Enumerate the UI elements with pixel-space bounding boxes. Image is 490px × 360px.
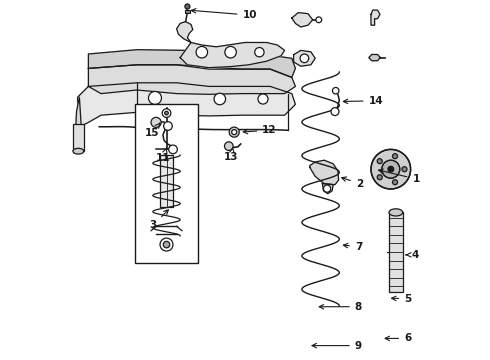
Text: 4: 4 — [406, 250, 419, 260]
Text: 2: 2 — [342, 177, 363, 189]
Circle shape — [165, 111, 169, 115]
Polygon shape — [88, 65, 295, 94]
Bar — [389, 212, 403, 292]
Bar — [160, 155, 173, 207]
Polygon shape — [294, 50, 315, 66]
Text: 8: 8 — [319, 302, 362, 312]
Circle shape — [232, 130, 237, 135]
Circle shape — [255, 48, 264, 57]
Circle shape — [331, 108, 339, 116]
Circle shape — [402, 167, 407, 172]
Circle shape — [151, 117, 161, 127]
Circle shape — [164, 122, 172, 130]
Circle shape — [300, 54, 309, 63]
Circle shape — [169, 145, 177, 154]
Text: 7: 7 — [343, 242, 362, 252]
Circle shape — [160, 238, 173, 251]
Polygon shape — [88, 50, 295, 77]
Circle shape — [163, 241, 170, 248]
Text: 12: 12 — [243, 125, 277, 135]
Polygon shape — [322, 184, 333, 194]
Ellipse shape — [73, 148, 84, 154]
Circle shape — [392, 180, 397, 185]
Circle shape — [316, 17, 321, 23]
Polygon shape — [77, 83, 295, 126]
Circle shape — [185, 4, 190, 9]
Circle shape — [214, 93, 225, 105]
Ellipse shape — [389, 209, 403, 216]
Polygon shape — [369, 54, 380, 61]
Polygon shape — [176, 22, 285, 68]
Polygon shape — [76, 97, 81, 130]
Circle shape — [323, 185, 331, 192]
Text: 1: 1 — [378, 169, 419, 184]
Polygon shape — [310, 160, 339, 185]
Text: 14: 14 — [343, 96, 383, 106]
Bar — [73, 124, 84, 151]
Text: 13: 13 — [224, 148, 239, 162]
Circle shape — [229, 127, 239, 137]
Circle shape — [333, 87, 339, 94]
Text: 10: 10 — [192, 9, 257, 20]
Polygon shape — [371, 10, 380, 25]
Bar — [135, 104, 198, 263]
Text: 11: 11 — [156, 148, 170, 163]
Circle shape — [382, 160, 400, 178]
Circle shape — [392, 154, 397, 159]
Circle shape — [196, 46, 208, 58]
Circle shape — [162, 109, 171, 117]
Bar — [185, 10, 190, 13]
Circle shape — [388, 166, 393, 172]
Circle shape — [377, 159, 382, 164]
Text: 3: 3 — [149, 210, 169, 230]
Circle shape — [377, 175, 382, 180]
Circle shape — [371, 149, 411, 189]
Text: 15: 15 — [145, 123, 160, 138]
Circle shape — [148, 91, 162, 104]
Circle shape — [258, 94, 268, 104]
Polygon shape — [292, 13, 313, 27]
Text: 6: 6 — [385, 333, 412, 343]
Text: 9: 9 — [312, 341, 362, 351]
Text: 5: 5 — [392, 294, 412, 304]
Circle shape — [225, 46, 236, 58]
Circle shape — [224, 142, 233, 150]
